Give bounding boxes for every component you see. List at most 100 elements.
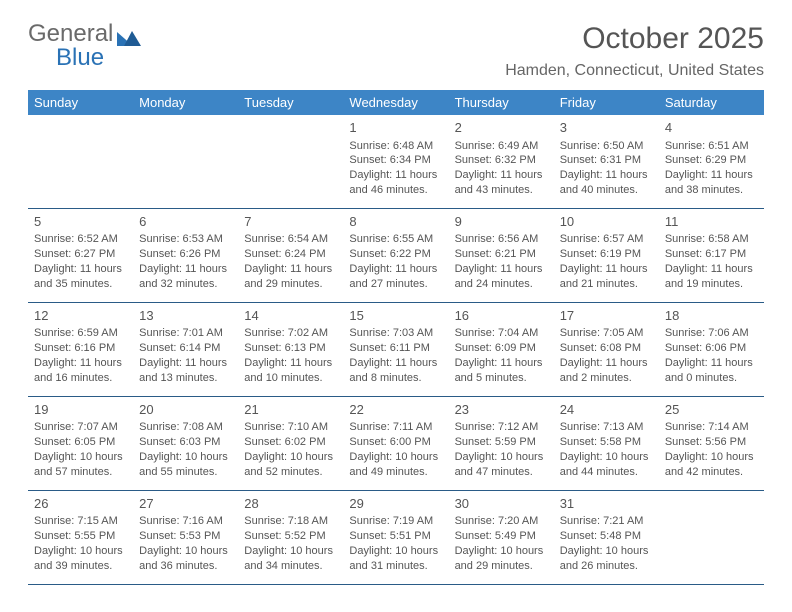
sunrise-text: Sunrise: 7:07 AM: [34, 420, 127, 435]
calendar-week: 26Sunrise: 7:15 AMSunset: 5:55 PM Dayligh…: [28, 491, 764, 585]
day-number: 16: [455, 307, 548, 325]
daylight-text: Daylight: 11 hours and 8 minutes.: [349, 356, 442, 386]
sunrise-text: Sunrise: 7:12 AM: [455, 420, 548, 435]
day-number: 14: [244, 307, 337, 325]
sunrise-text: Sunrise: 7:15 AM: [34, 514, 127, 529]
sunset-text: Sunset: 5:59 PM: [455, 435, 548, 450]
daylight-text: Daylight: 11 hours and 43 minutes.: [455, 168, 548, 198]
weekday-header-row: SundayMondayTuesdayWednesdayThursdayFrid…: [28, 90, 764, 115]
sunrise-text: Sunrise: 6:49 AM: [455, 139, 548, 154]
calendar-day-empty: [133, 115, 238, 208]
day-number: 26: [34, 495, 127, 513]
day-number: 29: [349, 495, 442, 513]
sunset-text: Sunset: 6:11 PM: [349, 341, 442, 356]
calendar-day: 3Sunrise: 6:50 AMSunset: 6:31 PMDaylight…: [554, 115, 659, 208]
weekday-header: Saturday: [659, 90, 764, 115]
sunset-text: Sunset: 6:09 PM: [455, 341, 548, 356]
calendar-day: 6Sunrise: 6:53 AMSunset: 6:26 PMDaylight…: [133, 209, 238, 302]
logo-mark-icon: [116, 28, 142, 46]
daylight-text: Daylight: 10 hours and 52 minutes.: [244, 450, 337, 480]
daylight-text: Daylight: 10 hours and 47 minutes.: [455, 450, 548, 480]
calendar-day: 23Sunrise: 7:12 AMSunset: 5:59 PMDayligh…: [449, 397, 554, 490]
sunrise-text: Sunrise: 7:19 AM: [349, 514, 442, 529]
day-number: 25: [665, 401, 758, 419]
daylight-text: Daylight: 10 hours and 34 minutes.: [244, 544, 337, 574]
sunrise-text: Sunrise: 6:57 AM: [560, 232, 653, 247]
sunrise-text: Sunrise: 7:05 AM: [560, 326, 653, 341]
sunset-text: Sunset: 6:27 PM: [34, 247, 127, 262]
daylight-text: Daylight: 11 hours and 46 minutes.: [349, 168, 442, 198]
sunrise-text: Sunrise: 6:55 AM: [349, 232, 442, 247]
daylight-text: Daylight: 11 hours and 10 minutes.: [244, 356, 337, 386]
calendar-week: 12Sunrise: 6:59 AMSunset: 6:16 PMDayligh…: [28, 303, 764, 397]
daylight-text: Daylight: 10 hours and 26 minutes.: [560, 544, 653, 574]
sunrise-text: Sunrise: 7:14 AM: [665, 420, 758, 435]
daylight-text: Daylight: 10 hours and 57 minutes.: [34, 450, 127, 480]
logo-word1: General: [28, 22, 113, 46]
sunset-text: Sunset: 6:06 PM: [665, 341, 758, 356]
sunrise-text: Sunrise: 7:11 AM: [349, 420, 442, 435]
day-number: 10: [560, 213, 653, 231]
sunrise-text: Sunrise: 7:03 AM: [349, 326, 442, 341]
sunrise-text: Sunrise: 7:10 AM: [244, 420, 337, 435]
sunrise-text: Sunrise: 6:48 AM: [349, 139, 442, 154]
daylight-text: Daylight: 11 hours and 38 minutes.: [665, 168, 758, 198]
sunset-text: Sunset: 5:56 PM: [665, 435, 758, 450]
day-number: 21: [244, 401, 337, 419]
weekday-header: Sunday: [28, 90, 133, 115]
daylight-text: Daylight: 10 hours and 55 minutes.: [139, 450, 232, 480]
calendar-day: 18Sunrise: 7:06 AMSunset: 6:06 PMDayligh…: [659, 303, 764, 396]
day-number: 22: [349, 401, 442, 419]
logo: GeneralBlue: [28, 22, 142, 70]
daylight-text: Daylight: 11 hours and 13 minutes.: [139, 356, 232, 386]
sunset-text: Sunset: 5:51 PM: [349, 529, 442, 544]
calendar-day: 22Sunrise: 7:11 AMSunset: 6:00 PMDayligh…: [343, 397, 448, 490]
day-number: 18: [665, 307, 758, 325]
day-number: 13: [139, 307, 232, 325]
day-number: 5: [34, 213, 127, 231]
calendar-day: 14Sunrise: 7:02 AMSunset: 6:13 PMDayligh…: [238, 303, 343, 396]
sunrise-text: Sunrise: 6:50 AM: [560, 139, 653, 154]
calendar-day: 8Sunrise: 6:55 AMSunset: 6:22 PMDaylight…: [343, 209, 448, 302]
calendar-day: 20Sunrise: 7:08 AMSunset: 6:03 PMDayligh…: [133, 397, 238, 490]
sunrise-text: Sunrise: 7:16 AM: [139, 514, 232, 529]
day-number: 24: [560, 401, 653, 419]
sunset-text: Sunset: 6:13 PM: [244, 341, 337, 356]
sunset-text: Sunset: 6:21 PM: [455, 247, 548, 262]
sunrise-text: Sunrise: 6:59 AM: [34, 326, 127, 341]
daylight-text: Daylight: 10 hours and 31 minutes.: [349, 544, 442, 574]
day-number: 11: [665, 213, 758, 231]
sunset-text: Sunset: 5:53 PM: [139, 529, 232, 544]
calendar-day: 27Sunrise: 7:16 AMSunset: 5:53 PMDayligh…: [133, 491, 238, 584]
sunset-text: Sunset: 6:03 PM: [139, 435, 232, 450]
day-number: 20: [139, 401, 232, 419]
calendar-grid: SundayMondayTuesdayWednesdayThursdayFrid…: [28, 90, 764, 585]
sunset-text: Sunset: 6:34 PM: [349, 153, 442, 168]
weekday-header: Monday: [133, 90, 238, 115]
day-number: 31: [560, 495, 653, 513]
daylight-text: Daylight: 11 hours and 27 minutes.: [349, 262, 442, 292]
sunset-text: Sunset: 6:00 PM: [349, 435, 442, 450]
day-number: 19: [34, 401, 127, 419]
sunrise-text: Sunrise: 6:56 AM: [455, 232, 548, 247]
sunset-text: Sunset: 6:17 PM: [665, 247, 758, 262]
sunset-text: Sunset: 5:55 PM: [34, 529, 127, 544]
day-number: 4: [665, 119, 758, 137]
calendar-day: 24Sunrise: 7:13 AMSunset: 5:58 PMDayligh…: [554, 397, 659, 490]
sunrise-text: Sunrise: 6:54 AM: [244, 232, 337, 247]
calendar-day: 25Sunrise: 7:14 AMSunset: 5:56 PMDayligh…: [659, 397, 764, 490]
calendar-week: 19Sunrise: 7:07 AMSunset: 6:05 PMDayligh…: [28, 397, 764, 491]
sunrise-text: Sunrise: 7:04 AM: [455, 326, 548, 341]
sunset-text: Sunset: 6:22 PM: [349, 247, 442, 262]
calendar-day: 28Sunrise: 7:18 AMSunset: 5:52 PMDayligh…: [238, 491, 343, 584]
sunrise-text: Sunrise: 7:21 AM: [560, 514, 653, 529]
calendar-day: 15Sunrise: 7:03 AMSunset: 6:11 PMDayligh…: [343, 303, 448, 396]
day-number: 12: [34, 307, 127, 325]
calendar-day: 2Sunrise: 6:49 AMSunset: 6:32 PMDaylight…: [449, 115, 554, 208]
sunrise-text: Sunrise: 7:01 AM: [139, 326, 232, 341]
sunrise-text: Sunrise: 7:02 AM: [244, 326, 337, 341]
calendar-day-empty: [28, 115, 133, 208]
daylight-text: Daylight: 11 hours and 5 minutes.: [455, 356, 548, 386]
calendar-day: 1Sunrise: 6:48 AMSunset: 6:34 PMDaylight…: [343, 115, 448, 208]
logo-word2: Blue: [28, 46, 142, 70]
